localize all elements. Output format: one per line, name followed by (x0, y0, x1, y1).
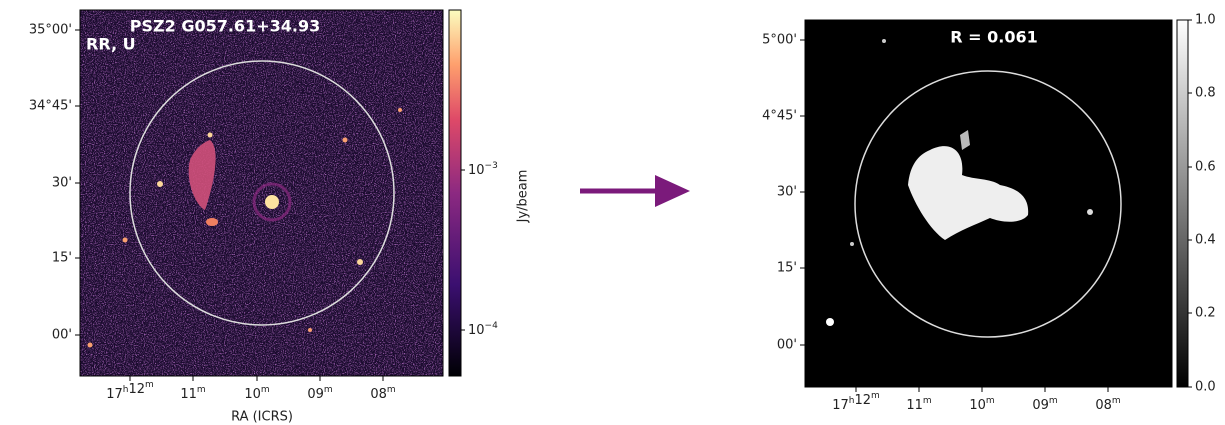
x-tick-label: 11m (180, 385, 205, 402)
panel-subtitle: RR, U (86, 35, 136, 54)
colorbar-tick-label: 1.0 (1195, 13, 1216, 28)
colorbar-tick-label: 0.6 (1195, 160, 1216, 175)
y-tick-label: 00' (52, 328, 72, 343)
tick-text: 17 (832, 398, 849, 413)
tick-superscript: m (1112, 396, 1121, 406)
y-tick-label: 5°00' (762, 33, 797, 48)
x-tick-label: 08m (1095, 396, 1120, 413)
colorbar-tick-label: 0.4 (1195, 233, 1216, 248)
tick-superscript: m (324, 385, 333, 395)
r500-circle (854, 70, 1122, 338)
y-tick-label: 35°00' (29, 23, 72, 38)
colorbar-tick-label: 10−3 (468, 161, 498, 178)
y-tick-label: 15' (777, 261, 797, 276)
axes-frame (79, 9, 444, 377)
colorbar-tick-label: 0.8 (1195, 86, 1216, 101)
colorbar-tick-label: 0.0 (1195, 380, 1216, 395)
panel-title: PSZ2 G057.61+34.93 (130, 17, 320, 36)
colorbar (448, 9, 462, 377)
axes-frame (804, 19, 1173, 388)
mask-image (805, 20, 1172, 387)
tick-superscript: m (1049, 396, 1058, 406)
tick-superscript: m (387, 385, 396, 395)
tick-text: 10 (969, 398, 986, 413)
x-tick-label: 10m (969, 396, 994, 413)
tick-text: 10 (468, 163, 485, 178)
tick-text: 12 (854, 393, 871, 408)
x-tick-label: 17h12m (832, 391, 880, 413)
tick-text: 11 (180, 387, 197, 402)
y-tick-label: 30' (777, 185, 797, 200)
x-tick-label: 17h12m (106, 380, 154, 402)
tick-text: 11 (906, 398, 923, 413)
tick-text: 08 (370, 387, 387, 402)
x-tick-label: 11m (906, 396, 931, 413)
x-tick-label: 09m (1032, 396, 1057, 413)
tick-superscript: m (986, 396, 995, 406)
x-tick-label: 08m (370, 385, 395, 402)
y-tick-label: 30' (52, 176, 72, 191)
y-tick-label: 00' (777, 338, 797, 353)
tick-superscript: m (145, 380, 154, 390)
colorbar-tick-label: 10−4 (468, 321, 498, 338)
tick-superscript: m (871, 391, 880, 401)
tick-text: 09 (1032, 398, 1049, 413)
tick-superscript: −3 (485, 161, 498, 171)
tick-superscript: m (197, 385, 206, 395)
y-tick-label: 34°45' (29, 99, 72, 114)
panel-title: R = 0.061 (950, 28, 1037, 47)
tick-superscript: −4 (485, 321, 499, 331)
colorbar-tick-label: 0.2 (1195, 306, 1216, 321)
tick-superscript: h (849, 396, 855, 406)
x-axis-label: RA (ICRS) (231, 410, 293, 425)
tick-superscript: m (261, 385, 270, 395)
tick-text: 12 (128, 382, 145, 397)
colorbar-label: Jy/beam (516, 170, 531, 224)
tick-text: 17 (106, 387, 123, 402)
radio-image (80, 10, 443, 376)
x-tick-label: 10m (244, 385, 269, 402)
tick-text: 10 (468, 323, 485, 338)
tick-superscript: h (123, 385, 129, 395)
arrow (580, 175, 690, 207)
tick-text: 09 (307, 387, 324, 402)
tick-text: 08 (1095, 398, 1112, 413)
x-tick-label: 09m (307, 385, 332, 402)
y-tick-label: 15' (52, 251, 72, 266)
tick-superscript: m (923, 396, 932, 406)
tick-text: 10 (244, 387, 261, 402)
r500-circle (129, 60, 395, 326)
y-tick-label: 4°45' (762, 109, 797, 124)
colorbar (1176, 19, 1189, 388)
